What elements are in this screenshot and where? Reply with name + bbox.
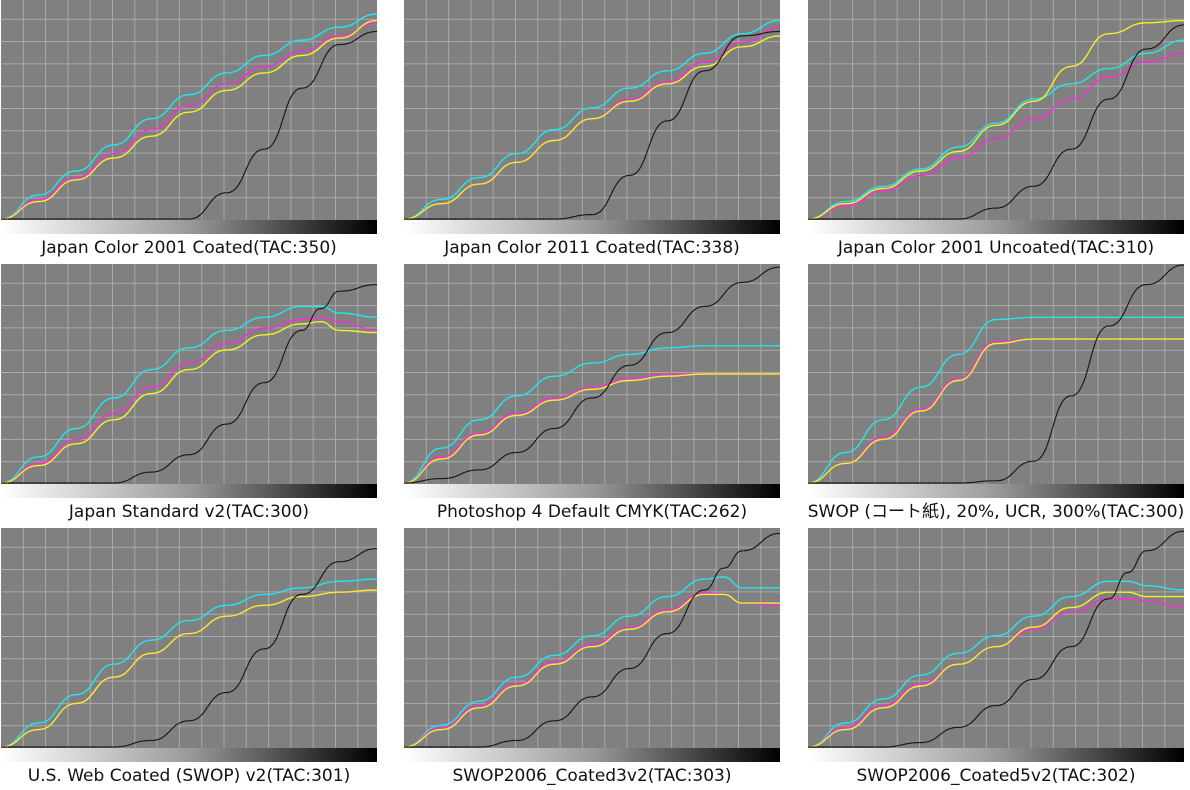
- cyan-curve: [404, 345, 780, 484]
- yellow-curve: [1, 321, 377, 484]
- tone-ramp-bar: [404, 220, 780, 234]
- plot-background: [1, 264, 377, 484]
- plot-background: [1, 528, 377, 748]
- chart-title: U.S. Web Coated (SWOP) v2(TAC:301): [27, 766, 351, 786]
- magenta-curve: [808, 52, 1184, 220]
- chart-panel: Japan Color 2011 Coated(TAC:338): [404, 0, 780, 262]
- plot-background: [808, 528, 1184, 748]
- magenta-curve: [1, 22, 377, 220]
- cyan-curve: [1, 305, 377, 484]
- cyan-curve: [404, 576, 780, 748]
- cyan-curve: [1, 578, 377, 748]
- chart-title: Photoshop 4 Default CMYK(TAC:262): [436, 502, 748, 522]
- tone-ramp-bar: [808, 748, 1184, 762]
- yellow-curve: [404, 35, 780, 220]
- chart-title: Japan Standard v2(TAC:300): [68, 502, 310, 522]
- chart-panel: SWOP (コート紙), 20%, UCR, 300%(TAC:300): [808, 264, 1184, 526]
- tone-ramp-bar: [1, 748, 377, 762]
- yellow-curve: [404, 593, 780, 748]
- cyan-curve: [808, 39, 1184, 220]
- black-curve: [1, 284, 377, 484]
- plot-background: [808, 264, 1184, 484]
- chart-panel: Photoshop 4 Default CMYK(TAC:262): [404, 264, 780, 526]
- yellow-curve: [808, 19, 1184, 220]
- black-curve: [404, 532, 780, 748]
- chart-panel: SWOP2006_Coated3v2(TAC:303): [404, 528, 780, 790]
- cyan-curve: [808, 316, 1184, 484]
- magenta-curve: [808, 598, 1184, 748]
- chart-title: Japan Color 2011 Coated(TAC:338): [444, 238, 740, 258]
- grid-lines: [808, 0, 1184, 220]
- yellow-curve: [808, 338, 1184, 484]
- chart-panel: Japan Color 2001 Coated(TAC:350): [1, 0, 377, 262]
- black-curve: [808, 264, 1184, 484]
- chart-title: SWOP2006_Coated5v2(TAC:302): [856, 766, 1136, 786]
- cyan-curve: [808, 580, 1184, 748]
- chart-plot: [808, 264, 1184, 498]
- chart-title: Japan Color 2001 Uncoated(TAC:310): [837, 238, 1155, 258]
- black-curve: [808, 530, 1184, 748]
- chart-plot: [1, 0, 377, 234]
- grid-lines: [1, 0, 377, 220]
- chart-title: SWOP2006_Coated3v2(TAC:303): [452, 766, 732, 786]
- plot-background: [404, 0, 780, 220]
- yellow-curve: [1, 589, 377, 748]
- grid-lines: [1, 264, 377, 484]
- chart-plot: [808, 528, 1184, 762]
- black-curve: [404, 30, 780, 220]
- yellow-curve: [1, 19, 377, 220]
- chart-panel: U.S. Web Coated (SWOP) v2(TAC:301): [1, 528, 377, 790]
- chart-plot: [404, 0, 780, 234]
- black-curve: [1, 548, 377, 748]
- cyan-curve: [404, 19, 780, 220]
- chart-title: Japan Color 2001 Coated(TAC:350): [41, 238, 337, 258]
- grid-lines: [404, 528, 780, 748]
- tone-ramp-bar: [404, 484, 780, 498]
- chart-panel: SWOP2006_Coated5v2(TAC:302): [808, 528, 1184, 790]
- grid-lines: [808, 264, 1184, 484]
- tone-ramp-bar: [404, 748, 780, 762]
- chart-plot: [1, 528, 377, 762]
- tone-ramp-bar: [808, 220, 1184, 234]
- black-curve: [808, 24, 1184, 220]
- plot-background: [808, 0, 1184, 220]
- magenta-curve: [1, 316, 377, 484]
- chart-panel: Japan Color 2001 Uncoated(TAC:310): [808, 0, 1184, 262]
- chart-plot: [1, 264, 377, 498]
- plot-background: [1, 0, 377, 220]
- black-curve: [404, 266, 780, 484]
- chart-panel: Japan Standard v2(TAC:300): [1, 264, 377, 526]
- grid-lines: [1, 528, 377, 748]
- chart-plot: [404, 264, 780, 498]
- cyan-curve: [1, 13, 377, 220]
- chart-plot: [808, 0, 1184, 234]
- plot-background: [404, 528, 780, 748]
- chart-plot: [404, 528, 780, 762]
- tone-ramp-bar: [808, 484, 1184, 498]
- black-curve: [1, 30, 377, 220]
- yellow-curve: [404, 373, 780, 484]
- tone-ramp-bar: [1, 484, 377, 498]
- yellow-curve: [808, 591, 1184, 748]
- grid-lines: [808, 528, 1184, 748]
- chart-title: SWOP (コート紙), 20%, UCR, 300%(TAC:300): [807, 502, 1185, 522]
- tone-ramp-bar: [1, 220, 377, 234]
